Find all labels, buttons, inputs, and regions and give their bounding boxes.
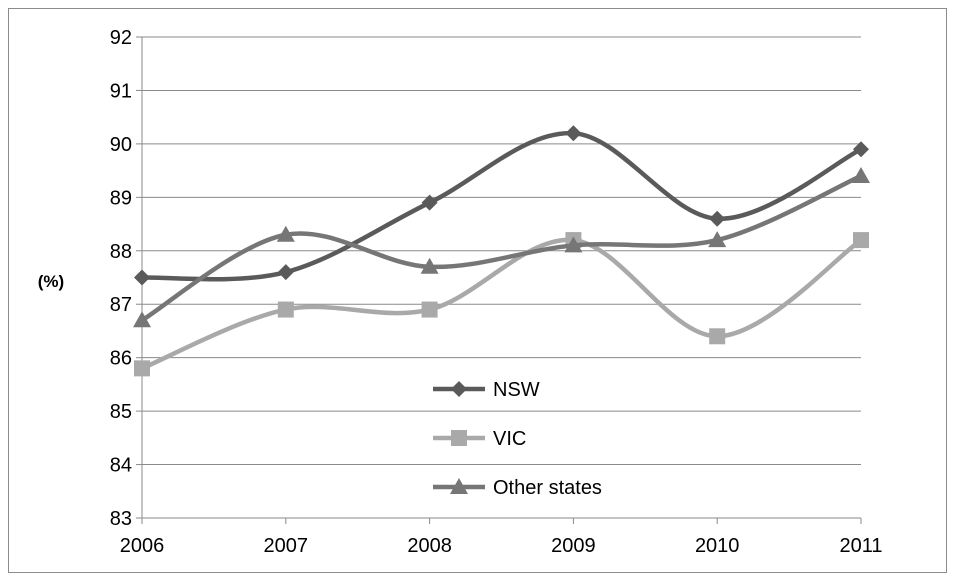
y-tick-label: 86 [110,348,132,370]
data-point-other-states [420,257,439,274]
data-point-nsw [277,264,294,281]
data-point-other-states [133,311,151,328]
y-tick-label: 90 [110,134,132,156]
legend-marker-other-states [450,478,468,494]
x-tick-label: 2007 [264,535,309,557]
series-vic [134,232,869,377]
series-line-nsw [139,130,864,282]
legend-item-other-states: Other states [433,477,602,499]
series-nsw [134,125,869,286]
series-line-other-states [139,173,864,323]
data-point-vic [853,232,869,249]
data-point-other-states [564,236,583,253]
data-point-vic [421,301,438,318]
legend-item-nsw: NSW [433,379,540,401]
series-lines [133,125,870,377]
data-point-other-states [852,166,870,183]
series-other-states [133,166,870,328]
data-point-nsw [134,269,150,286]
x-tick-label: 2006 [120,535,165,557]
y-tick-label: 89 [110,187,132,209]
y-tick-labels: 83 84 85 86 87 88 89 90 91 92 [110,27,132,530]
x-tick-labels: 2006 2007 2008 2009 2010 2011 [120,535,883,557]
legend-marker-nsw [451,381,467,397]
legend-label-vic: VIC [493,428,526,450]
x-tick-label: 2008 [407,535,452,557]
data-point-nsw [565,125,582,142]
x-tick-label: 2009 [551,535,596,557]
y-tick-label: 87 [110,294,132,316]
legend-label-other-states: Other states [493,477,602,499]
data-point-nsw [853,141,869,158]
data-point-vic [709,328,726,345]
y-tick-label: 91 [110,80,132,102]
series-line-vic [139,237,864,371]
axes [136,36,862,524]
data-point-vic [134,360,150,377]
y-tick-label: 83 [110,508,132,530]
legend-item-vic: VIC [433,428,526,450]
data-point-other-states [276,225,295,242]
data-point-nsw [709,210,726,227]
data-point-nsw [421,194,438,211]
data-point-vic [277,301,294,318]
y-tick-label: 92 [110,27,132,49]
gridlines [142,36,861,466]
y-tick-label: 85 [110,401,132,423]
chart-frame: 83 84 85 86 87 88 89 90 91 92 2006 2007 2008 2009 201… [8,8,947,573]
data-point-other-states [708,231,727,248]
legend-label-nsw: NSW [493,379,540,401]
y-tick-label: 84 [110,455,132,477]
legend: NSW VIC Other states [433,379,602,499]
x-tick-label: 2011 [839,535,882,557]
y-tick-label: 88 [110,241,132,263]
x-tick-label: 2010 [695,535,740,557]
legend-marker-vic [451,430,467,446]
y-axis-label: (%) [38,272,64,291]
line-chart: 83 84 85 86 87 88 89 90 91 92 2006 2007 2008 2009 201… [38,27,883,557]
